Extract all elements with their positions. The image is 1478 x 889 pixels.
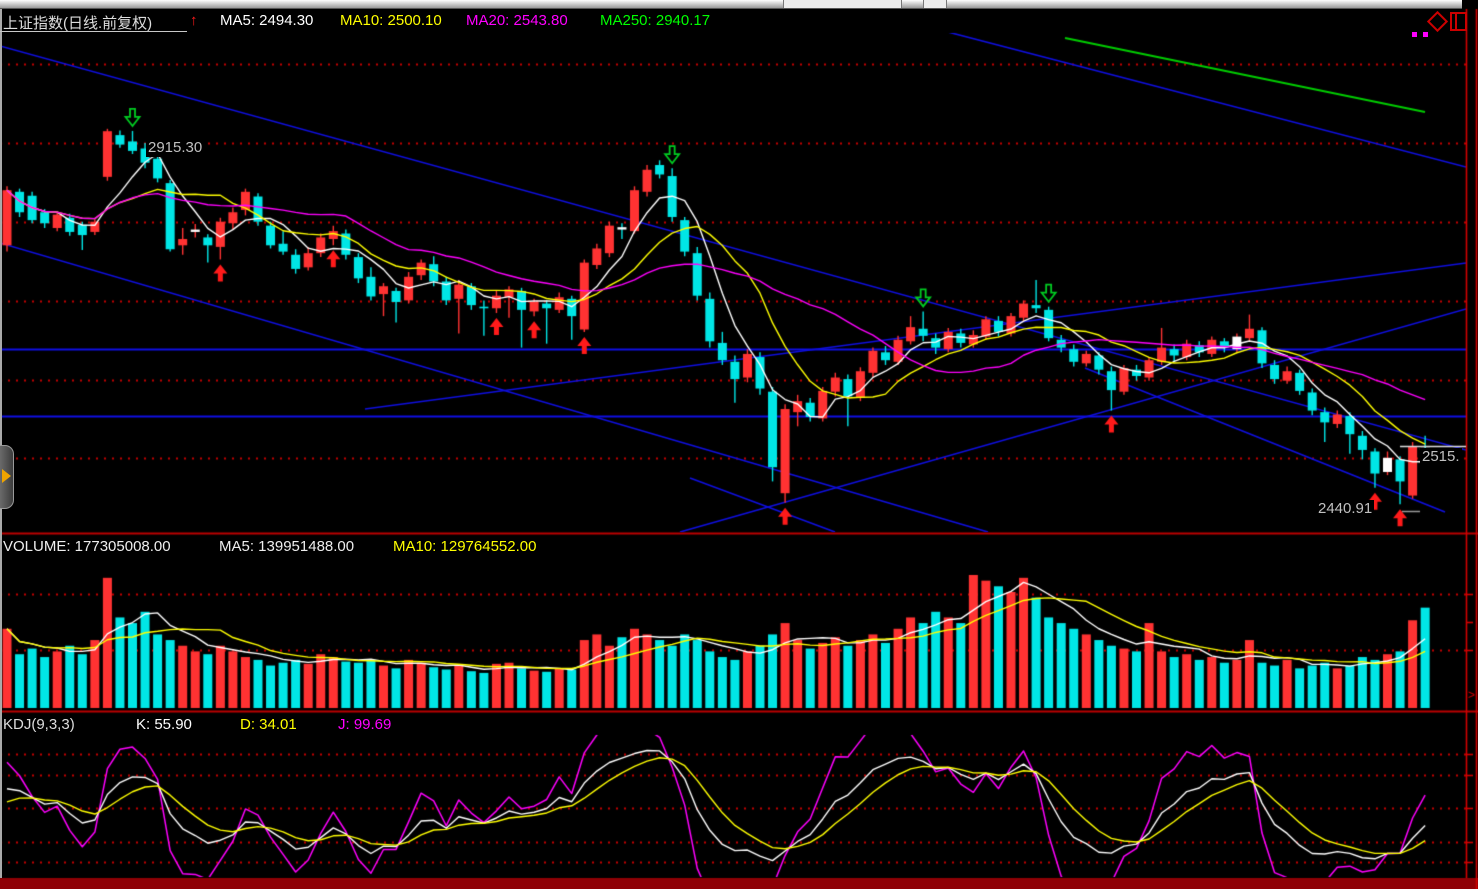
maximize-icon[interactable] xyxy=(1450,12,1467,31)
ma20-readout: MA20: 2543.80 xyxy=(466,12,568,29)
ma250-readout: MA250: 2940.17 xyxy=(600,12,711,29)
sidebar-expander-handle[interactable] xyxy=(0,445,14,509)
volume-pane-header: VOLUME: 177305008.00 MA5: 139951488.00 M… xyxy=(0,535,1478,559)
window-top-strip xyxy=(0,0,1462,9)
peak-price-label: 2915.30 xyxy=(146,139,205,157)
indicator-dot-icon xyxy=(1423,32,1428,37)
low-price-label: 2440.91 xyxy=(1316,500,1375,518)
kdj-pane-header: KDJ(9,3,3) K: 55.90 D: 34.01 J: 99.69 xyxy=(0,713,1478,737)
up-arrow-icon: ↑ xyxy=(190,12,198,29)
kdj-indicator-name[interactable]: KDJ(9,3,3) xyxy=(3,716,75,733)
volume-ma5-readout: MA5: 139951488.00 xyxy=(219,538,355,555)
volume-ma10-readout: MA10: 129764552.00 xyxy=(393,538,537,555)
top-strip-segment xyxy=(783,0,902,8)
ma5-readout: MA5: 2494.30 xyxy=(220,12,314,29)
title-underline xyxy=(0,31,187,32)
ma10-readout: MA10: 2500.10 xyxy=(340,12,442,29)
left-window-border xyxy=(0,9,2,878)
indicator-dot-icon xyxy=(1412,32,1417,37)
volume-readout: VOLUME: 177305008.00 xyxy=(3,538,171,555)
expand-arrow-icon xyxy=(2,469,11,483)
kdj-d-readout: D: 34.01 xyxy=(240,716,297,733)
candle-pane-header: 上证指数(日线.前复权) ↑ MA5: 2494.30 MA10: 2500.1… xyxy=(0,9,1478,33)
last-price-label: 2515. xyxy=(1420,448,1462,466)
kdj-j-readout: J: 99.69 xyxy=(338,716,392,733)
top-strip-segment xyxy=(923,0,947,8)
kdj-k-readout: K: 55.90 xyxy=(136,716,192,733)
instrument-title[interactable]: 上证指数(日线.前复权) xyxy=(3,15,153,32)
